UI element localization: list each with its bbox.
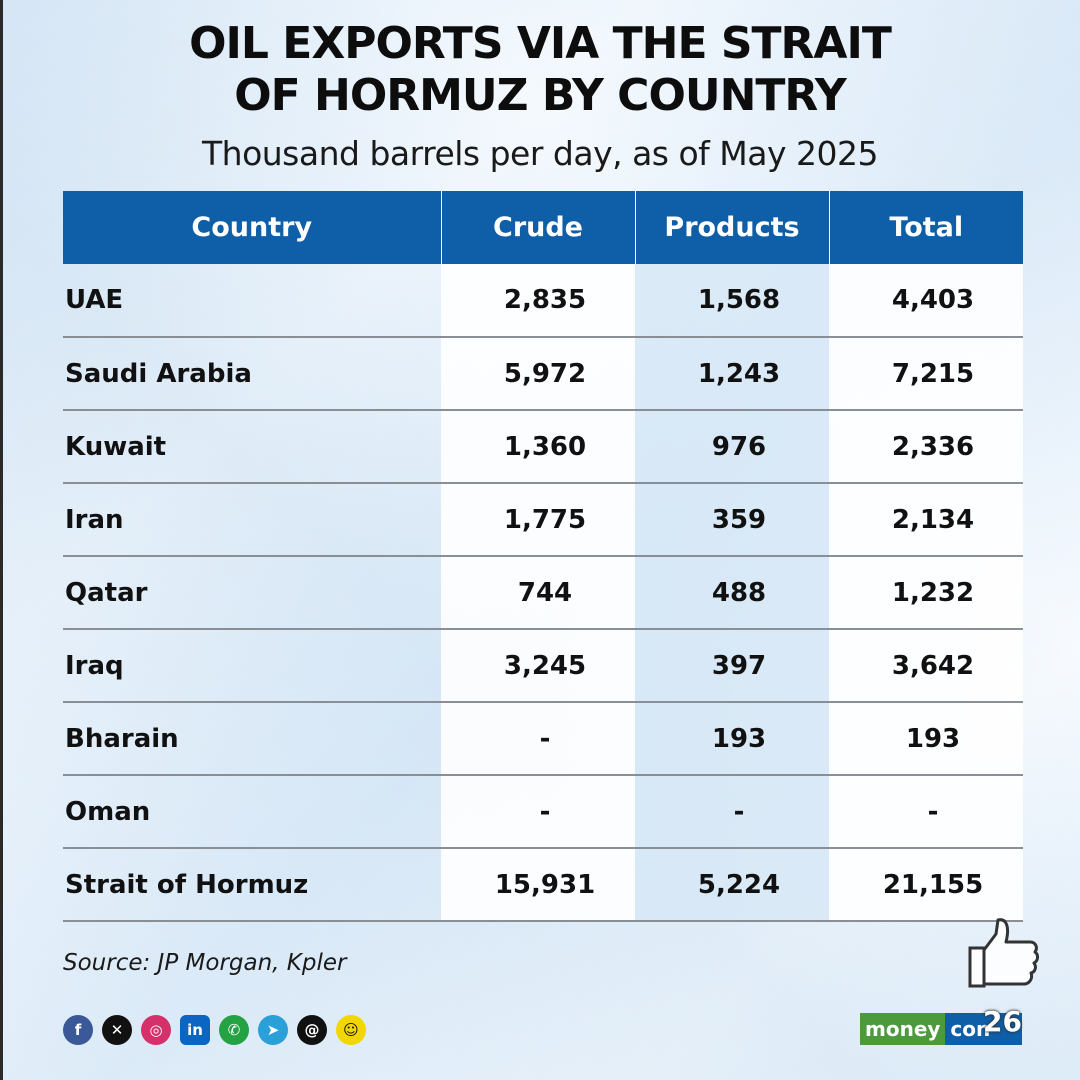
value-cell-products: 193	[635, 702, 829, 776]
value-cell-total: 4,403	[829, 264, 1023, 338]
moneycontrol-logo: money con	[860, 1013, 1022, 1045]
column-header-total: Total	[828, 191, 1023, 264]
title-line-2: OF HORMUZ BY COUNTRY	[234, 70, 847, 121]
country-cell: Bharain	[63, 702, 441, 776]
value-cell-products: -	[635, 775, 829, 849]
table-row: UAE 2,835 1,568 4,403	[63, 264, 1023, 338]
chart-title: OIL EXPORTS VIA THE STRAIT OF HORMUZ BY …	[0, 18, 1080, 122]
telegram-icon[interactable]: ➤	[258, 1015, 288, 1045]
social-icons: f ✕ ◎ in ✆ ➤ @ ☺	[63, 1015, 366, 1045]
value-cell-total: 193	[829, 702, 1023, 776]
country-cell: Oman	[63, 775, 441, 849]
table-row: Oman - - -	[63, 775, 1023, 849]
country-cell: Iran	[63, 483, 441, 557]
x-icon[interactable]: ✕	[102, 1015, 132, 1045]
whatsapp-icon[interactable]: ✆	[219, 1015, 249, 1045]
table-header-row: Country Crude Products Total	[63, 191, 1023, 264]
facebook-icon[interactable]: f	[63, 1015, 93, 1045]
table-body: UAE 2,835 1,568 4,403 Saudi Arabia 5,972 1,243…	[63, 264, 1023, 922]
column-header-country: Country	[63, 191, 441, 264]
value-cell-crude: 1,360	[441, 410, 635, 484]
thumbs-up-icon[interactable]	[960, 912, 1042, 994]
exports-table: Country Crude Products Total UAE 2,835 1,568 4…	[63, 191, 1023, 922]
table-row: Iran 1,775 359 2,134	[63, 483, 1023, 557]
country-cell: Strait of Hormuz	[63, 848, 441, 922]
value-cell-total: -	[829, 775, 1023, 849]
value-cell-crude: 15,931	[441, 848, 635, 922]
value-cell-crude: 1,775	[441, 483, 635, 557]
column-header-crude: Crude	[440, 191, 635, 264]
value-cell-crude: 744	[441, 556, 635, 630]
linkedin-icon[interactable]: in	[180, 1015, 210, 1045]
country-cell: Iraq	[63, 629, 441, 703]
table-row: Bharain -193 193	[63, 702, 1023, 776]
value-cell-crude: 3,245	[441, 629, 635, 703]
value-cell-total: 3,642	[829, 629, 1023, 703]
value-cell-products: 359	[635, 483, 829, 557]
table-row: Qatar 744 488 1,232	[63, 556, 1023, 630]
title-line-1: OIL EXPORTS VIA THE STRAIT	[189, 18, 892, 69]
like-count: 26	[983, 1005, 1022, 1038]
country-cell: Qatar	[63, 556, 441, 630]
value-cell-products: 1,568	[635, 264, 829, 338]
value-cell-products: 5,224	[635, 848, 829, 922]
country-cell: Kuwait	[63, 410, 441, 484]
value-cell-products: 488	[635, 556, 829, 630]
value-cell-products: 1,243	[635, 337, 829, 411]
left-edge-bar	[0, 0, 3, 1080]
value-cell-products: 976	[635, 410, 829, 484]
value-cell-crude: 5,972	[441, 337, 635, 411]
threads-icon[interactable]: @	[297, 1015, 327, 1045]
table-row: Iraq 3,245 397 3,642	[63, 629, 1023, 703]
value-cell-total: 7,215	[829, 337, 1023, 411]
country-cell: Saudi Arabia	[63, 337, 441, 411]
value-cell-crude: -	[441, 775, 635, 849]
column-header-products: Products	[634, 191, 829, 264]
table-row: Kuwait 1,360 976 2,336	[63, 410, 1023, 484]
logo-part-1: money	[860, 1013, 946, 1045]
value-cell-total: 1,232	[829, 556, 1023, 630]
logo-part-2: con	[945, 1013, 1022, 1045]
table-row: Strait of Hormuz 15,931 5,224 21,155	[63, 848, 1023, 922]
value-cell-crude: 2,835	[441, 264, 635, 338]
instagram-icon[interactable]: ◎	[141, 1015, 171, 1045]
value-cell-total: 21,155	[829, 848, 1023, 922]
chart-subtitle: Thousand barrels per day, as of May 2025	[202, 134, 878, 173]
country-cell: UAE	[63, 264, 441, 338]
value-cell-total: 2,336	[829, 410, 1023, 484]
value-cell-total: 2,134	[829, 483, 1023, 557]
value-cell-crude: -	[441, 702, 635, 776]
table-row: Saudi Arabia 5,972 1,243 7,215	[63, 337, 1023, 411]
snapchat-icon[interactable]: ☺	[336, 1015, 366, 1045]
source-note: Source: JP Morgan, Kpler	[63, 950, 347, 976]
value-cell-products: 397	[635, 629, 829, 703]
